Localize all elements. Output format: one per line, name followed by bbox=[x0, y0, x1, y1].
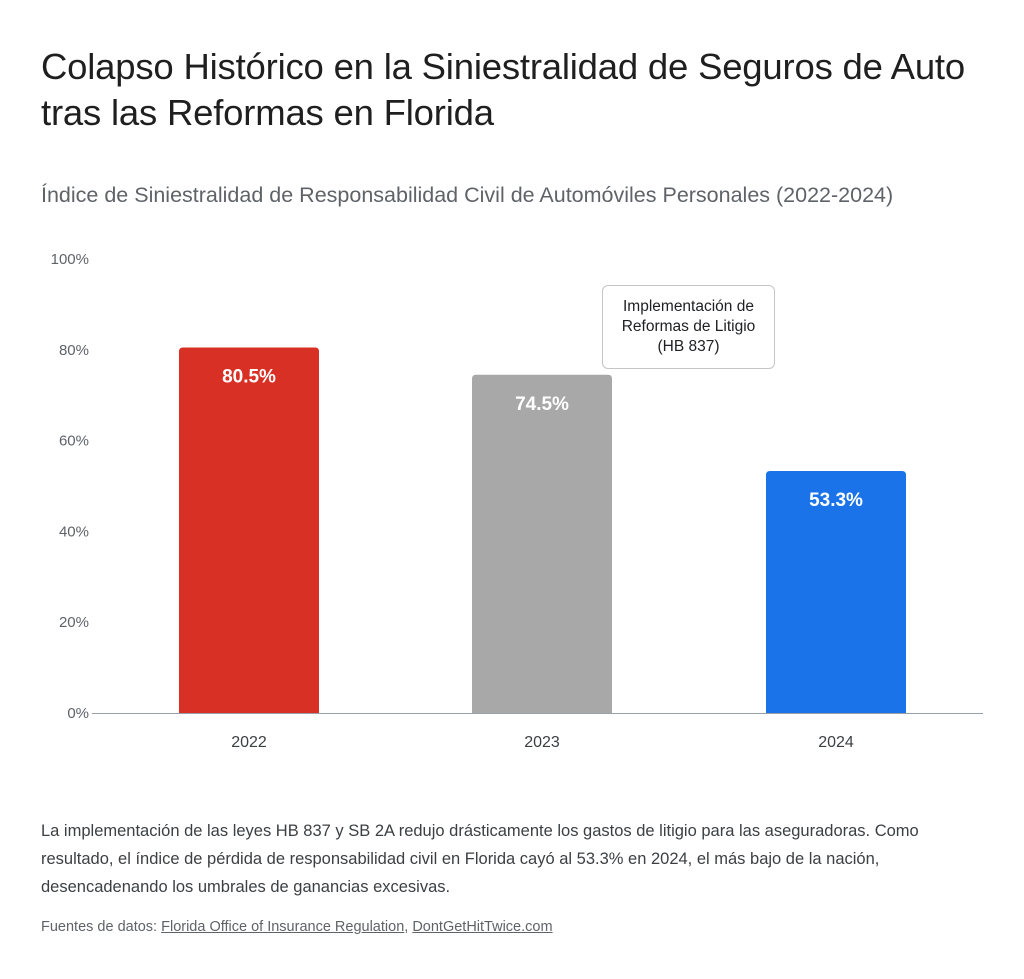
chart-title: Colapso Histórico en la Siniestralidad d… bbox=[41, 46, 965, 133]
x-tick-label-2022: 2022 bbox=[231, 734, 267, 751]
source-link-oir[interactable]: Florida Office of Insurance Regulation bbox=[161, 919, 405, 935]
annotation-line-1: Implementación de bbox=[623, 298, 754, 315]
sources-prefix: Fuentes de datos: bbox=[41, 919, 158, 935]
sources-separator: , bbox=[404, 919, 409, 935]
y-axis: 0% 20% 40% 60% 80% 100% bbox=[51, 251, 89, 722]
bar-2022 bbox=[179, 347, 319, 713]
y-tick-label: 80% bbox=[59, 342, 89, 359]
annotation-line-3: (HB 837) bbox=[657, 338, 720, 355]
x-tick-label-2024: 2024 bbox=[818, 734, 854, 751]
bar-chart: 0%20%40%60%80%100% 80.5%74.5%53.3% 2022 2… bbox=[51, 251, 983, 751]
annotation-line-2: Reformas de Litigio bbox=[621, 318, 756, 335]
bar-2023 bbox=[472, 374, 612, 713]
bar-2024 bbox=[766, 471, 906, 713]
bar-value-label-2023: 74.5% bbox=[515, 394, 569, 415]
x-tick-label-2023: 2023 bbox=[524, 734, 560, 751]
source-link-dontgethittwice[interactable]: DontGetHitTwice.com bbox=[412, 919, 553, 935]
bar-value-label-2024: 53.3% bbox=[809, 490, 863, 511]
chart-subtitle: Índice de Siniestralidad de Responsabili… bbox=[41, 183, 894, 207]
data-sources: Fuentes de datos: Florida Office of Insu… bbox=[41, 917, 991, 937]
x-axis: 2022 2023 2024 bbox=[231, 734, 854, 751]
bar-value-label-2022: 80.5% bbox=[222, 367, 276, 388]
y-tick-label: 40% bbox=[59, 523, 89, 540]
chart-description: La implementación de las leyes HB 837 y … bbox=[41, 822, 919, 896]
y-tick-label: 0% bbox=[67, 705, 89, 722]
bars: 80.5% 74.5% 53.3% bbox=[179, 347, 906, 713]
annotation-box: Implementación de Reformas de Litigio (H… bbox=[602, 285, 775, 369]
y-tick-label: 60% bbox=[59, 433, 89, 450]
y-tick-label: 20% bbox=[59, 614, 89, 631]
y-tick-label: 100% bbox=[51, 251, 89, 268]
